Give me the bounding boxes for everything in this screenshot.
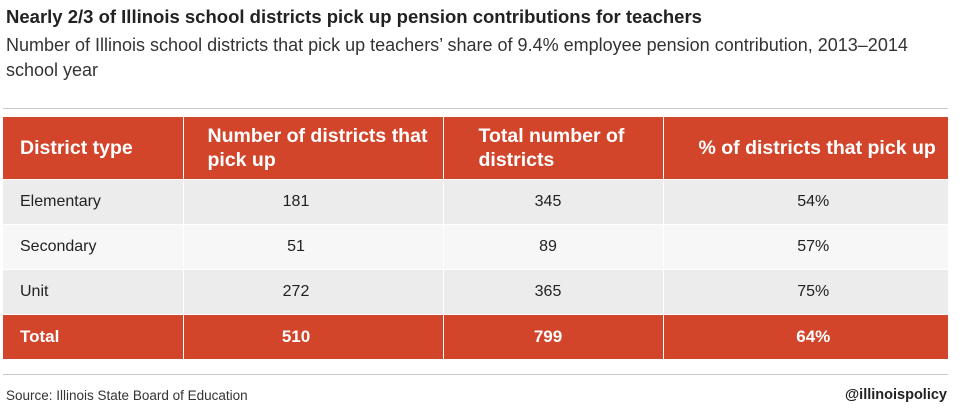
column-header-district-type: District type [3,117,183,180]
chart-title: Nearly 2/3 of Illinois school districts … [6,6,702,27]
table-header-row: District type Number of districts that p… [3,117,948,180]
cell-total-label: Total [3,314,183,359]
cell-total: 345 [442,179,663,225]
table-row: Unit 272 365 75% [3,269,948,315]
source-note: Source: Illinois State Board of Educatio… [6,388,248,403]
cell-total-total: 799 [442,314,663,359]
cell-percent: 57% [662,224,948,270]
cell-total: 89 [442,224,663,270]
top-divider [3,108,948,109]
social-handle: @illinoispolicy [845,387,947,403]
cell-total: 365 [442,269,663,315]
cell-pick-up: 181 [182,179,443,225]
cell-district-type: Unit [3,269,183,315]
table-row: Elementary 181 345 54% [3,179,948,225]
cell-pick-up: 51 [182,224,443,270]
column-header-percent: % of districts that pick up [662,117,948,180]
pension-table: District type Number of districts that p… [3,117,948,359]
bottom-divider [3,374,948,375]
cell-total-pick-up: 510 [182,314,443,359]
cell-total-percent: 64% [662,314,948,359]
column-header-pick-up: Number of districts that pick up [182,117,443,180]
cell-district-type: Secondary [3,224,183,270]
cell-district-type: Elementary [3,179,183,225]
cell-percent: 54% [662,179,948,225]
table-row: Secondary 51 89 57% [3,224,948,270]
cell-percent: 75% [662,269,948,315]
table-total-row: Total 510 799 64% [3,314,948,359]
cell-pick-up: 272 [182,269,443,315]
chart-subtitle: Number of Illinois school districts that… [6,35,908,80]
column-header-total: Total number of districts [442,117,663,180]
